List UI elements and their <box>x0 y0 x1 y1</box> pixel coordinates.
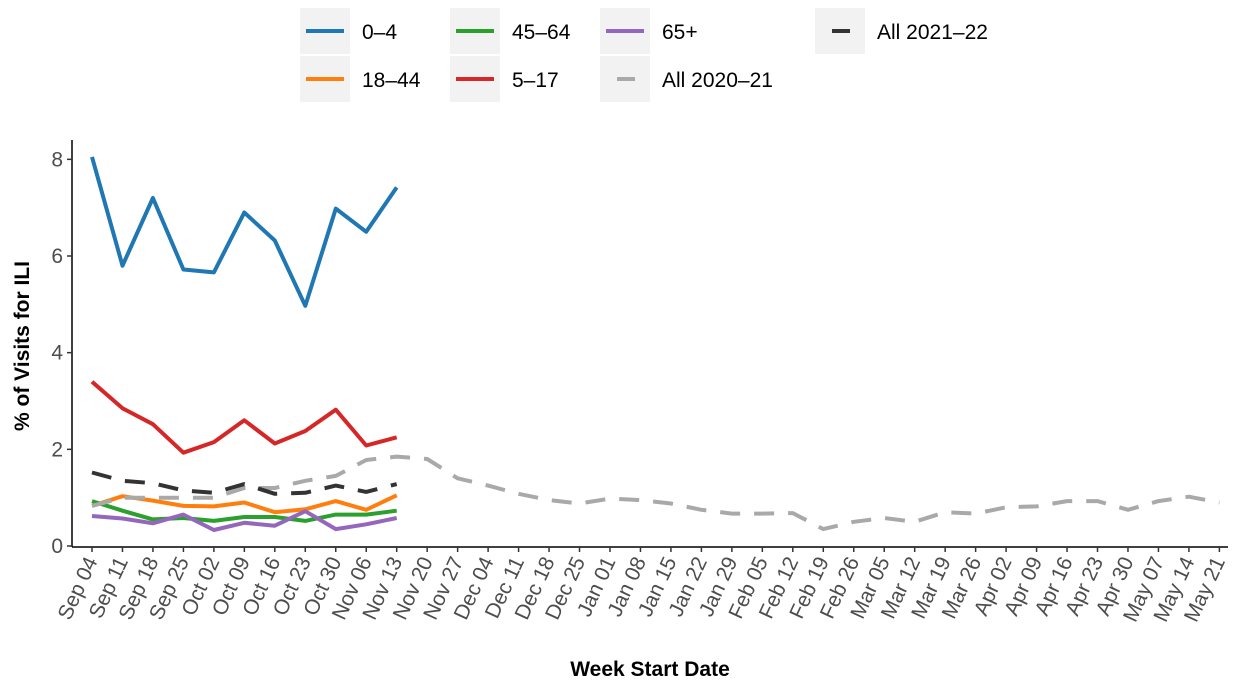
series-line-65 <box>91 509 398 532</box>
series-line-all-2020-21 <box>91 454 1220 532</box>
y-tick-label: 4 <box>51 342 63 365</box>
legend-label-18-44: 18–44 <box>362 69 421 92</box>
y-tick-label: 2 <box>51 438 63 461</box>
legend-label-0-4: 0–4 <box>362 21 397 44</box>
x-axis-title: Week Start Date <box>570 658 730 681</box>
legend-label-all-2021-22: All 2021–22 <box>877 21 988 44</box>
legend: 0–4 45–64 65+ All 2021–22 18–44 5–17 All 2020–… <box>300 8 988 102</box>
legend-label-5-17: 5–17 <box>512 69 559 92</box>
plot-area <box>90 156 1220 532</box>
legend-label-65: 65+ <box>662 21 698 44</box>
y-axis-ticks: 0 2 4 6 8 <box>51 148 72 558</box>
series-line-0-4 <box>90 156 399 308</box>
legend-label-45-64: 45–64 <box>512 21 571 44</box>
series-line-45-64 <box>91 499 397 523</box>
y-tick-label: 6 <box>51 245 63 268</box>
y-tick-label: 8 <box>51 148 63 171</box>
series-line-all-2021-22 <box>91 470 398 496</box>
y-axis-title: % of Visits for ILI <box>11 261 34 431</box>
series-line-5-17 <box>90 380 398 455</box>
legend-label-all-2020-21: All 2020–21 <box>662 69 773 92</box>
y-tick-label: 0 <box>51 535 63 558</box>
